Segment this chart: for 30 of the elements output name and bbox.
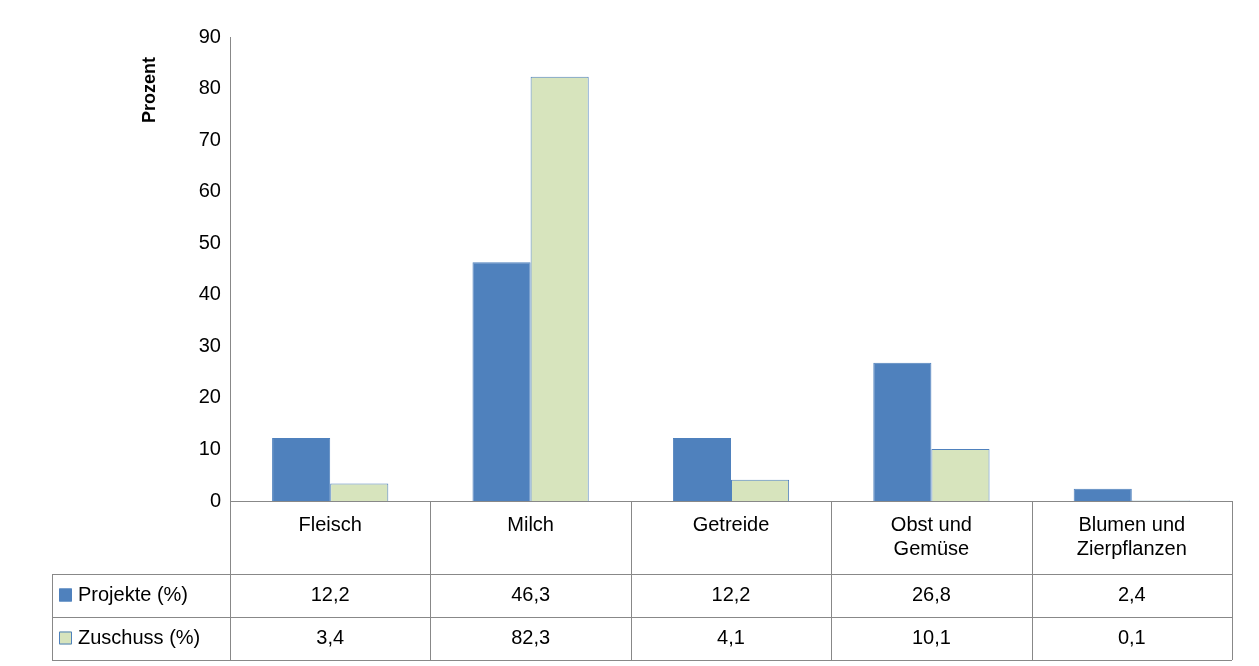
data-label: 4,1 (717, 626, 745, 649)
y-tick-label: 30 (198, 333, 221, 356)
y-tick-label: 60 (198, 179, 221, 202)
y-tick-label: 40 (198, 282, 221, 305)
legend-label: Zuschuss (%) (78, 626, 201, 649)
x-tick-label: Milch (507, 512, 554, 535)
x-tick-label: Getreide (692, 512, 770, 535)
y-tick-label: 80 (198, 76, 221, 99)
data-label: 12,2 (310, 583, 350, 606)
y-tick-label: 50 (198, 230, 221, 253)
x-tick-label: Obst und Gemüse (890, 512, 972, 559)
y-tick-label: 20 (198, 385, 221, 408)
bar (272, 438, 331, 501)
data-label: 0,1 (1117, 626, 1146, 649)
data-label: 10,1 (911, 626, 951, 649)
data-label: 46,3 (511, 583, 551, 606)
x-tick-label: Fleisch (298, 512, 362, 535)
y-tick-label: 70 (198, 127, 221, 150)
data-label: 82,3 (511, 626, 551, 649)
y-tick-label: 0 (209, 488, 221, 511)
bar (1073, 488, 1132, 501)
data-label: 3,4 (316, 626, 345, 649)
x-tick-label: Blumen und Zierpflanzen (1076, 512, 1187, 559)
data-label: 26,8 (911, 583, 951, 606)
y-tick-label: 10 (198, 436, 221, 459)
y-tick-label: 90 (198, 24, 221, 47)
data-label: 2,4 (1117, 583, 1146, 606)
y-axis-title: Prozent (138, 56, 159, 124)
legend-label: Projekte (%) (78, 583, 189, 606)
data-label: 12,2 (711, 583, 751, 606)
